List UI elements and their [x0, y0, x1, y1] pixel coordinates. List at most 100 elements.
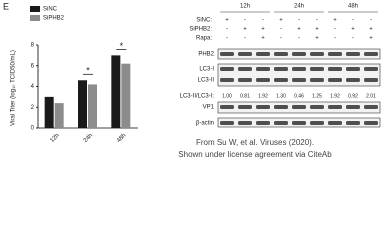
time-label: 12h [240, 4, 250, 10]
x-tick-label: 12h [49, 133, 60, 144]
band [238, 78, 252, 82]
band [220, 67, 234, 71]
treatment-sign: + [315, 36, 319, 42]
treatment-sign: - [352, 36, 354, 42]
treatment-sign: - [280, 27, 282, 33]
treatment-sign: - [334, 36, 336, 42]
treatment-label: Rapa: [196, 36, 212, 42]
band [274, 105, 288, 109]
band [310, 78, 324, 82]
band [346, 105, 360, 109]
band [238, 121, 252, 125]
band [310, 67, 324, 71]
band [310, 105, 324, 109]
treatment-sign: + [333, 18, 337, 24]
treatment-sign: - [226, 27, 228, 33]
band [328, 52, 342, 56]
ratio-value: 1.25 [312, 93, 322, 99]
band [220, 105, 234, 109]
y-tick-label: 4 [31, 84, 35, 90]
y-axis-label: Viral Titer (log₁₀ TCID50/mL) [11, 50, 17, 126]
band [292, 121, 306, 125]
treatment-sign: - [262, 18, 264, 24]
band [256, 105, 270, 109]
treatment-sign: + [369, 27, 373, 33]
band [346, 121, 360, 125]
band [346, 52, 360, 56]
treatment-sign: + [297, 27, 301, 33]
band [292, 78, 306, 82]
band [220, 121, 234, 125]
treatment-sign: - [316, 18, 318, 24]
treatment-sign: - [226, 36, 228, 42]
band [256, 67, 270, 71]
x-tick-label: 48h [116, 133, 127, 144]
band-label: PHB2 [198, 52, 214, 58]
ratio-value: 1.92 [330, 93, 340, 99]
band [238, 105, 252, 109]
treatment-label: SiPHB2: [189, 27, 212, 33]
treatment-sign: + [279, 18, 283, 24]
treatment-label: SiNC: [196, 18, 212, 24]
band [238, 52, 252, 56]
legend-label: SiNC [43, 7, 58, 13]
band [364, 67, 378, 71]
significance-label: * [120, 41, 124, 51]
figure: E From Su W, et al. Viruses (2020). Show… [3, 1, 381, 159]
caption-line: Shown under license agreement via CiteAb [178, 150, 332, 159]
ratio-value: 2.01 [366, 93, 376, 99]
band [328, 105, 342, 109]
y-tick-label: 6 [31, 63, 35, 69]
band [292, 67, 306, 71]
bar [88, 84, 97, 128]
band-label: VP1 [203, 105, 215, 111]
treatment-sign: - [298, 36, 300, 42]
band [364, 78, 378, 82]
ratio-value: 1.92 [258, 93, 268, 99]
band [328, 67, 342, 71]
bar [54, 103, 64, 128]
treatment-sign: + [243, 27, 247, 33]
y-tick-label: 0 [31, 126, 35, 132]
treatment-sign: + [369, 36, 373, 42]
y-tick-label: 2 [31, 105, 35, 111]
ratio-label: LC3-II/LC3-I: [180, 94, 215, 100]
caption-line: From Su W, et al. Viruses (2020). [196, 138, 314, 147]
band [328, 78, 342, 82]
legend-swatch [30, 15, 40, 21]
treatment-sign: + [261, 27, 265, 33]
bar [111, 55, 121, 128]
treatment-sign: - [244, 18, 246, 24]
treatment-sign: - [370, 18, 372, 24]
band [310, 52, 324, 56]
band [346, 67, 360, 71]
x-tick-label: 24h [83, 133, 94, 144]
ratio-value: 0.46 [294, 93, 304, 99]
time-label: 48h [348, 4, 358, 10]
panel-label: E [3, 1, 9, 11]
band-label: LC3-II [198, 78, 215, 84]
band [292, 105, 306, 109]
treatment-sign: - [352, 18, 354, 24]
band [364, 121, 378, 125]
band [292, 52, 306, 56]
band [220, 52, 234, 56]
band [328, 121, 342, 125]
band-label: LC3-I [199, 67, 214, 73]
bar [44, 96, 54, 128]
band [274, 67, 288, 71]
time-label: 24h [294, 4, 304, 10]
treatment-sign: + [351, 27, 355, 33]
treatment-sign: - [334, 27, 336, 33]
band-label: β-actin [196, 121, 214, 127]
band [256, 121, 270, 125]
ratio-value: 0.92 [348, 93, 358, 99]
band [310, 121, 324, 125]
band [346, 78, 360, 82]
band [364, 52, 378, 56]
treatment-sign: - [244, 36, 246, 42]
page: {"chart_data": {"type": "bar", "panel": … [3, 1, 381, 160]
ratio-value: 1.30 [276, 93, 286, 99]
legend-swatch [30, 6, 40, 12]
treatment-sign: + [315, 27, 319, 33]
